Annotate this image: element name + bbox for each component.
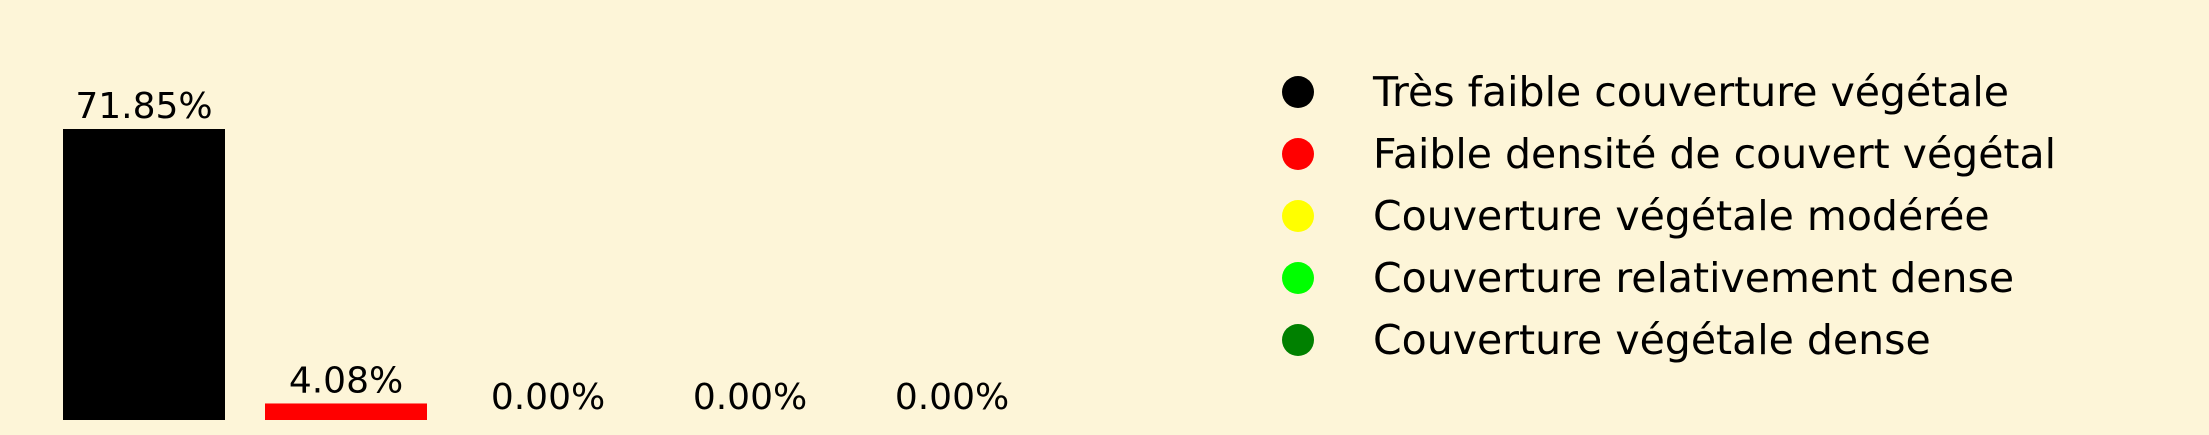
legend-marker-4	[1282, 262, 1314, 294]
bar-value-label-3: 0.00%	[491, 377, 605, 418]
legend-label-3: Couverture végétale modérée	[1373, 192, 1990, 240]
bar-value-label-2: 4.08%	[289, 360, 403, 401]
legend-marker-5	[1282, 324, 1314, 356]
legend-marker-3	[1282, 200, 1314, 232]
bar-value-label-1: 71.85%	[75, 86, 212, 127]
bar-value-label-4: 0.00%	[693, 377, 807, 418]
legend-label-1: Très faible couverture végétale	[1372, 68, 2009, 116]
legend-label-5: Couverture végétale dense	[1373, 316, 1931, 364]
legend-marker-1	[1282, 76, 1314, 108]
bar-value-label-5: 0.00%	[895, 377, 1009, 418]
legend-label-4: Couverture relativement dense	[1373, 254, 2014, 302]
bar-1	[63, 129, 225, 420]
bar-2	[265, 403, 427, 420]
legend-label-2: Faible densité de couvert végétal	[1373, 130, 2056, 178]
legend-marker-2	[1282, 138, 1314, 170]
